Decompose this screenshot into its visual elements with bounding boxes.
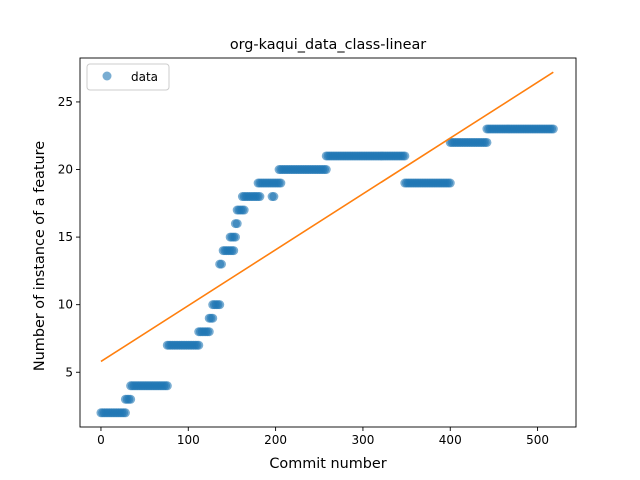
data-point	[229, 246, 239, 256]
data-point	[239, 205, 249, 215]
x-tick-label: 100	[177, 433, 200, 447]
data-point	[194, 340, 204, 350]
data-point	[445, 178, 455, 188]
data-point	[276, 178, 286, 188]
chart-title: org-kaqui_data_class-linear	[230, 37, 426, 53]
plot-area	[79, 57, 577, 428]
y-tick-label: 10	[58, 298, 73, 312]
data-point	[208, 313, 218, 323]
y-tick-label: 25	[58, 95, 73, 109]
data-point	[230, 232, 240, 242]
axes-frame	[79, 57, 577, 428]
data-point	[232, 219, 242, 229]
data-point	[120, 408, 130, 418]
data-point	[321, 165, 331, 175]
data-point	[204, 327, 214, 337]
data-point	[548, 124, 558, 134]
y-tick-label: 20	[58, 163, 73, 177]
y-tick-label: 15	[58, 230, 73, 244]
x-tick-label: 300	[351, 433, 374, 447]
data-point	[482, 137, 492, 147]
y-axis-label: Number of instance of a feature	[32, 141, 48, 371]
legend-marker-data	[102, 71, 112, 81]
fit-line	[100, 71, 554, 363]
x-tick-label: 0	[97, 433, 105, 447]
data-point	[400, 151, 410, 161]
x-tick-label: 500	[526, 433, 549, 447]
data-point	[215, 300, 225, 310]
data-point	[126, 394, 136, 404]
data-point	[216, 259, 226, 269]
legend-frame	[86, 63, 170, 91]
y-axis: 5 10 15 20 25	[58, 95, 80, 379]
data-point	[255, 192, 265, 202]
data-point	[269, 192, 279, 202]
legend-label-data: data	[131, 70, 158, 84]
x-tick-label: 200	[264, 433, 287, 447]
x-tick-label: 400	[439, 433, 462, 447]
x-axis: 0 100 200 300 400 500	[97, 427, 549, 447]
data-point	[162, 381, 172, 391]
legend: data	[86, 63, 170, 91]
y-tick-label: 5	[65, 365, 73, 379]
x-axis-label: Commit number	[269, 456, 386, 472]
